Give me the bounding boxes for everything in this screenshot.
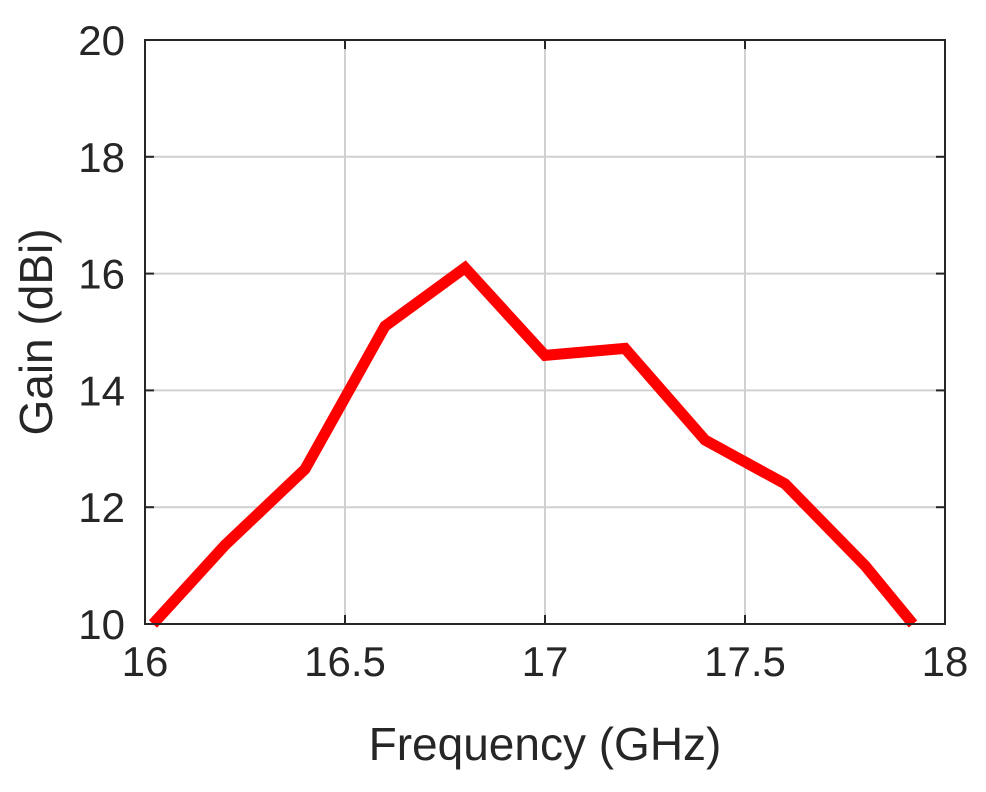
- series-layer: [148, 260, 918, 628]
- tick-labels: 16 16.5 17 17.5 18 10 12 14 16 18 20: [78, 17, 968, 685]
- y-tick-label: 10: [78, 601, 125, 648]
- y-axis-label: Gain (dBi): [10, 228, 62, 435]
- x-tick-label: 17.5: [704, 638, 786, 685]
- x-tick-label: 17: [522, 638, 569, 685]
- x-tick-label: 16.5: [304, 638, 386, 685]
- x-tick-label: 18: [922, 638, 969, 685]
- y-tick-label: 12: [78, 484, 125, 531]
- x-axis-label: Frequency (GHz): [369, 718, 722, 770]
- ticks: [144, 39, 946, 625]
- x-tick-label: 16: [122, 638, 169, 685]
- y-tick-label: 20: [78, 17, 125, 64]
- y-tick-label: 14: [78, 367, 125, 414]
- y-tick-label: 16: [78, 251, 125, 298]
- gain-line: [148, 260, 918, 628]
- y-tick-label: 18: [78, 134, 125, 181]
